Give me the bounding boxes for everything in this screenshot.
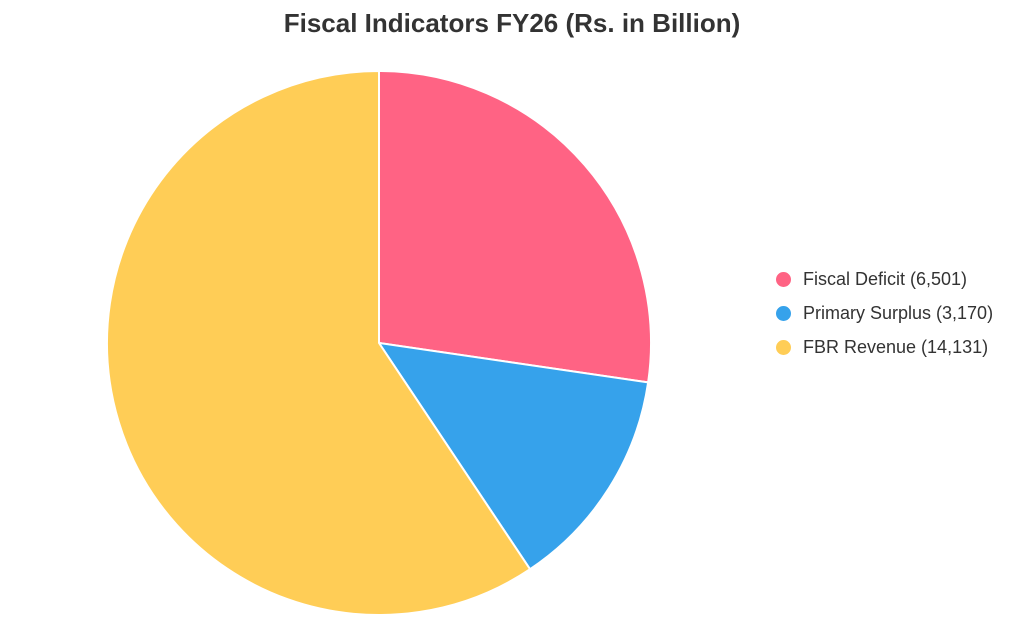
pie-slice-fbr-revenue[interactable]	[106, 69, 532, 616]
legend-item-primary-surplus[interactable]: Primary Surplus (3,170)	[776, 296, 1024, 330]
legend-dot-primary-surplus	[776, 305, 791, 321]
legend: Fiscal Deficit (6,501) Primary Surplus (…	[776, 262, 1024, 364]
legend-dot-fbr-revenue	[776, 339, 791, 355]
pie-slices	[106, 69, 652, 616]
legend-item-fiscal-deficit[interactable]: Fiscal Deficit (6,501)	[776, 262, 1024, 296]
pie-slice-primary-surplus[interactable]	[376, 341, 650, 571]
legend-item-fbr-revenue[interactable]: FBR Revenue (14,131)	[776, 330, 1024, 364]
legend-label-fiscal-deficit: Fiscal Deficit (6,501)	[803, 268, 968, 289]
legend-label-primary-surplus: Primary Surplus (3,170)	[803, 302, 994, 323]
legend-dot-fiscal-deficit	[776, 271, 791, 287]
chart-title: Fiscal Indicators FY26 (Rs. in Billion)	[283, 8, 741, 38]
pie-slice-fiscal-deficit[interactable]	[378, 69, 652, 384]
legend-label-fbr-revenue: FBR Revenue (14,131)	[803, 336, 989, 357]
